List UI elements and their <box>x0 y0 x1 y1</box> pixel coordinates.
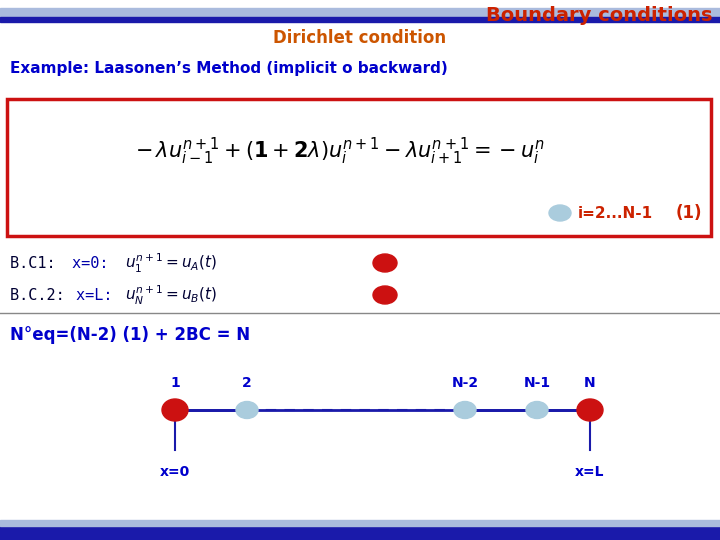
Text: N-1: N-1 <box>523 376 551 390</box>
Text: x=0:: x=0: <box>72 255 117 271</box>
Ellipse shape <box>373 254 397 272</box>
Text: Dirichlet condition: Dirichlet condition <box>274 29 446 47</box>
Text: x=0: x=0 <box>160 465 190 479</box>
Text: x=L: x=L <box>575 465 605 479</box>
Bar <box>0 17 720 22</box>
Bar <box>0 8 720 18</box>
Text: 1: 1 <box>170 376 180 390</box>
FancyBboxPatch shape <box>7 99 711 236</box>
Ellipse shape <box>373 286 397 304</box>
Ellipse shape <box>236 402 258 418</box>
Ellipse shape <box>549 205 571 221</box>
Ellipse shape <box>162 399 188 421</box>
Bar <box>0 520 720 526</box>
Text: $-\,\lambda u_{i-1}^{n+1}+\left(\mathbf{1}+\mathbf{2}\lambda\right)u_i^{n+1}-\la: $-\,\lambda u_{i-1}^{n+1}+\left(\mathbf{… <box>135 136 545 167</box>
Ellipse shape <box>526 402 548 418</box>
Ellipse shape <box>454 402 476 418</box>
Text: B.C1:: B.C1: <box>10 255 65 271</box>
Text: 2: 2 <box>242 376 252 390</box>
Text: (1): (1) <box>675 204 702 222</box>
Text: Example: Laasonen’s Method (implicit o backward): Example: Laasonen’s Method (implicit o b… <box>10 60 448 76</box>
Text: Boundary conditions: Boundary conditions <box>485 6 712 25</box>
Bar <box>0 526 720 540</box>
Text: x=L:: x=L: <box>76 287 122 302</box>
Ellipse shape <box>577 399 603 421</box>
Text: $u_N^{n+1}=u_B(t)$: $u_N^{n+1}=u_B(t)$ <box>125 284 217 307</box>
Text: i=2...N-1: i=2...N-1 <box>578 206 653 220</box>
Text: $u_1^{n+1}=u_A(t)$: $u_1^{n+1}=u_A(t)$ <box>125 252 217 275</box>
Text: B.C.2:: B.C.2: <box>10 287 74 302</box>
Text: N-2: N-2 <box>451 376 479 390</box>
Text: N°eq=(N-2) (1) + 2BC = N: N°eq=(N-2) (1) + 2BC = N <box>10 326 250 344</box>
Text: N: N <box>584 376 596 390</box>
